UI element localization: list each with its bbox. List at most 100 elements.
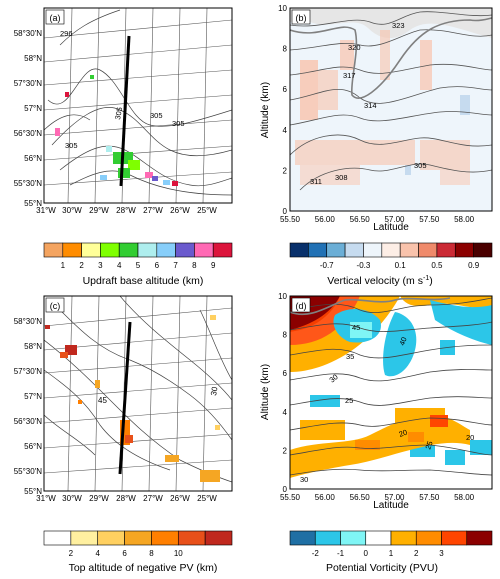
- tick-label: 25°W: [197, 494, 217, 503]
- tick-label: 8: [192, 261, 197, 270]
- contour-label: 314: [364, 101, 377, 110]
- tick-label: 31°W: [36, 494, 56, 503]
- colorbar-swatch: [175, 242, 195, 258]
- y-axis-label: Altitude (km): [260, 82, 271, 138]
- x-tick-labels: 31°W 30°W 29°W 28°W 27°W 26°W 25°W: [36, 206, 217, 215]
- contours: [290, 297, 492, 476]
- colorbar-b: -0.7 -0.3 0.1 0.5 0.9 Vertical velocity (m s…: [289, 242, 493, 287]
- tick-label: 4: [117, 261, 122, 270]
- colorbar-swatch: [415, 530, 442, 546]
- tick-label: 27°W: [143, 494, 163, 503]
- contours: [44, 9, 232, 196]
- tick-label: 8: [283, 45, 288, 54]
- contour-label: 30: [300, 475, 308, 484]
- colorbar-swatch: [177, 530, 206, 546]
- tick-label: 56°N: [24, 442, 42, 451]
- tick-label: 1: [61, 261, 66, 270]
- colorbar-a: 1 2 3 4 5 6 7 8 9 Updraft base altitude (km): [43, 242, 233, 287]
- contour-label: 25: [423, 440, 434, 451]
- colorbar-swatch: [340, 530, 367, 546]
- tick-label: 57.50: [419, 493, 440, 502]
- cross-section-line: [118, 321, 132, 475]
- tick-label: 56.50: [350, 215, 371, 224]
- cross-section-line: [119, 35, 131, 187]
- tick-label: 2: [283, 446, 288, 455]
- colorbar-swatch: [118, 242, 139, 258]
- tick-label: 58°N: [24, 54, 42, 63]
- tick-label: 58.00: [454, 493, 475, 502]
- tick-label: 10: [278, 292, 287, 301]
- tick-label: 8: [149, 549, 154, 558]
- plot-frame: [289, 295, 493, 490]
- colorbar-swatch: [137, 242, 158, 258]
- tick-label: 27°W: [143, 206, 163, 215]
- tick-label: 10: [174, 549, 183, 558]
- contour-label: 30: [209, 385, 220, 396]
- x-axis-label: Latitude: [373, 222, 409, 233]
- colorbar-swatch: [81, 242, 101, 258]
- contour-label: 305: [150, 111, 163, 120]
- tick-label: 58.00: [454, 215, 475, 224]
- tick-label: 4: [95, 549, 100, 558]
- colorbar-title-end: ): [429, 275, 433, 287]
- tick-label: 3: [439, 549, 444, 558]
- plot-frame: [289, 7, 493, 212]
- tick-label: 55°30'N: [14, 179, 43, 188]
- contour-label: 305: [414, 161, 427, 170]
- tick-label: 9: [211, 261, 216, 270]
- tick-label: 26°W: [170, 494, 190, 503]
- tick-label: 0: [283, 485, 288, 494]
- tick-label: 56°30'N: [14, 417, 43, 426]
- colorbar-title: Updraft base altitude (km): [83, 275, 204, 287]
- panel-label: (b): [296, 13, 307, 23]
- tick-label: 29°W: [89, 494, 109, 503]
- tick-label: 31°W: [36, 206, 56, 215]
- tick-label: 58°30'N: [14, 29, 43, 38]
- contour-label: 20: [466, 433, 474, 442]
- updraft-regions: [295, 30, 470, 185]
- tick-label: 4: [283, 126, 288, 135]
- tick-label: 58°N: [24, 342, 42, 351]
- tick-label: 57°30'N: [14, 367, 43, 376]
- tick-label: -0.3: [357, 261, 371, 270]
- tick-label: 58°30'N: [14, 317, 43, 326]
- tick-label: -1: [337, 549, 345, 558]
- tick-label: 57°N: [24, 392, 42, 401]
- colorbar-swatch: [326, 242, 346, 258]
- contour-label: 305: [172, 119, 185, 128]
- colorbar-swatch: [289, 242, 309, 258]
- colorbar-swatch: [70, 530, 99, 546]
- contour-labels: 323 320 317 314 311 308 305: [310, 21, 427, 186]
- contour-labels: 296 305 305 305 305: [60, 29, 185, 150]
- panel-b: 323 320 317 314 311 308 305 (b) 0246810 …: [260, 4, 493, 233]
- contour-label: 317: [343, 71, 356, 80]
- tick-label: 55°N: [24, 199, 42, 208]
- colorbar-swatch: [308, 242, 328, 258]
- tick-label: 57.00: [384, 493, 405, 502]
- colorbar-swatch: [314, 530, 341, 546]
- colorbar-swatch: [466, 530, 493, 546]
- colorbar-swatch: [43, 242, 64, 258]
- contour-label: 305: [113, 106, 124, 120]
- colorbar-d: -2 -1 0 1 2 3 Potential Vorticity (PVU): [289, 530, 493, 574]
- contour-label: 20: [398, 428, 409, 439]
- contour-label: 45: [98, 396, 107, 405]
- tick-label: 56°N: [24, 154, 42, 163]
- tick-label: 0: [364, 549, 369, 558]
- contour-label: 308: [335, 173, 348, 182]
- tick-label: 10: [278, 4, 287, 13]
- y-axis-label: Altitude (km): [260, 364, 271, 420]
- tick-label: 30°W: [62, 494, 82, 503]
- tick-label: -0.7: [320, 261, 334, 270]
- tick-label: 7: [173, 261, 178, 270]
- contours: [290, 11, 492, 191]
- panel-a: 296 305 305 305 305 (a) 55°N55°30'N56°N5…: [14, 7, 233, 215]
- colorbar-swatch: [97, 530, 125, 546]
- tick-label: 57.00: [384, 215, 405, 224]
- contour-label: 323: [392, 21, 405, 30]
- colorbar-title-main: Vertical velocity (m s: [327, 275, 423, 287]
- colorbar-title-exponent: -1: [423, 275, 429, 282]
- colorbar-swatch: [381, 242, 401, 258]
- colorbar-swatch: [156, 242, 176, 258]
- tick-label: 2: [69, 549, 74, 558]
